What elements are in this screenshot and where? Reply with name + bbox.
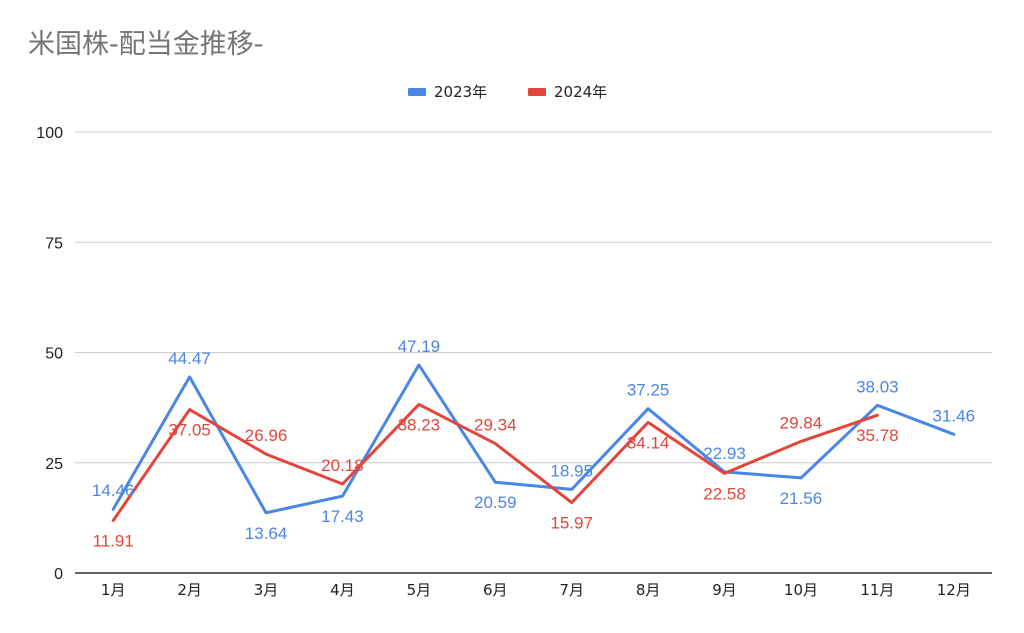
legend-swatch [528, 88, 546, 96]
data-label: 11.91 [93, 531, 134, 550]
data-label: 13.64 [245, 524, 288, 543]
data-label: 26.96 [245, 426, 288, 445]
series-line-1 [111, 402, 879, 522]
data-label: 15.97 [550, 514, 593, 533]
x-tick-label: 6月 [483, 581, 508, 599]
data-label: 37.05 [168, 421, 211, 440]
y-tick-label: 75 [45, 235, 63, 252]
x-axis-ticks: 1月 2月 3月 4月 5月 6月 7月 8月 9月 10月 11月 12月 [101, 581, 971, 599]
data-label: 20.18 [321, 456, 364, 475]
data-label: 34.14 [627, 433, 670, 452]
x-tick-label: 12月 [937, 581, 971, 599]
legend: 2023年 2024年 [408, 83, 607, 101]
data-label: 14.46 [92, 481, 135, 500]
data-label: 47.19 [398, 337, 441, 356]
x-tick-label: 1月 [101, 581, 126, 599]
data-label: 44.47 [168, 349, 211, 368]
y-axis-ticks: 0 25 50 75 100 [36, 125, 63, 583]
x-tick-label: 11月 [860, 581, 894, 599]
data-label: 38.03 [856, 377, 899, 396]
data-label: 31.46 [933, 406, 976, 425]
y-tick-label: 0 [54, 566, 63, 583]
data-label: 22.58 [703, 484, 746, 503]
series-line-0 [111, 363, 956, 515]
data-label: 18.95 [550, 461, 593, 480]
data-labels: 14.46 44.47 13.64 17.43 47.19 20.59 18.95 37.25… [92, 337, 975, 551]
data-label: 17.43 [321, 507, 364, 526]
x-tick-label: 4月 [330, 581, 355, 599]
data-label: 37.25 [627, 381, 670, 400]
data-label: 29.34 [474, 416, 517, 435]
data-label: 20.59 [474, 493, 517, 512]
data-label: 22.93 [703, 444, 746, 463]
x-tick-label: 9月 [712, 581, 737, 599]
series-lines [111, 363, 956, 522]
x-tick-label: 3月 [254, 581, 279, 599]
data-label: 21.56 [780, 489, 823, 508]
x-tick-label: 5月 [407, 581, 432, 599]
x-tick-label: 10月 [784, 581, 818, 599]
x-tick-label: 2月 [177, 581, 202, 599]
legend-swatch [408, 88, 426, 96]
legend-label: 2023年 [434, 83, 487, 101]
x-tick-label: 7月 [559, 581, 584, 599]
x-tick-label: 8月 [636, 581, 661, 599]
y-tick-label: 50 [45, 346, 63, 363]
data-label: 38.23 [398, 415, 441, 434]
chart-title: 米国株-配当金推移- [28, 29, 264, 60]
y-tick-label: 25 [45, 456, 63, 473]
data-label: 29.84 [780, 413, 823, 432]
y-tick-label: 100 [36, 125, 63, 142]
data-label: 35.78 [856, 426, 899, 445]
gridlines [75, 131, 992, 574]
legend-label: 2024年 [554, 83, 607, 101]
